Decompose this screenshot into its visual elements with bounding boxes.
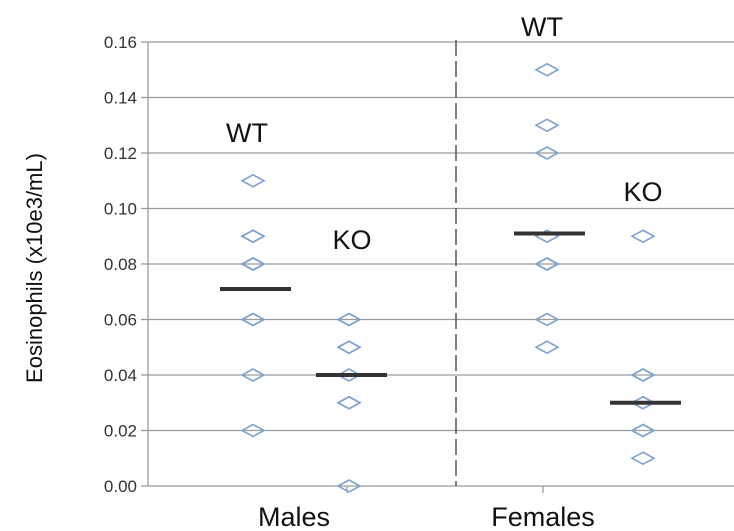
data-point xyxy=(630,368,656,382)
y-tick-label: 0.10 xyxy=(104,200,137,219)
data-point xyxy=(534,257,560,271)
y-tick-label: 0.12 xyxy=(104,144,137,163)
data-point xyxy=(336,340,362,355)
series-label-wt: WT xyxy=(521,12,563,42)
data-point xyxy=(630,451,656,466)
series-label-wt: WT xyxy=(226,118,268,148)
data-point xyxy=(240,173,266,188)
y-tick-label: 0.14 xyxy=(104,89,137,108)
group-label-males: Males xyxy=(258,502,330,531)
data-point xyxy=(336,395,362,410)
data-point xyxy=(336,479,362,493)
data-point xyxy=(240,423,266,438)
data-point xyxy=(336,312,362,327)
series-label-ko: KO xyxy=(623,177,662,207)
y-tick-labels: 0.00 0.02 0.04 0.06 0.08 0.10 0.12 0.14 0.16 xyxy=(104,33,137,496)
data-point xyxy=(240,229,266,244)
data-point xyxy=(534,146,560,160)
mean-lines xyxy=(220,231,681,405)
group-labels: Males Females xyxy=(258,502,595,531)
axes xyxy=(141,41,734,493)
gridlines xyxy=(148,41,734,432)
y-tick-label: 0.16 xyxy=(104,33,137,52)
data-point xyxy=(534,62,560,77)
y-tick-label: 0.06 xyxy=(104,311,137,330)
data-point xyxy=(240,312,266,327)
data-point xyxy=(240,229,266,244)
data-point xyxy=(336,340,362,355)
data-point xyxy=(534,340,560,355)
y-tick-label: 0.02 xyxy=(104,422,137,441)
series-labels: WT KO WT KO xyxy=(226,12,663,255)
y-tick-label: 0.04 xyxy=(104,366,137,385)
data-point xyxy=(630,229,656,244)
y-axis-label: Eosinophils (x10e3/mL) xyxy=(22,153,47,383)
data-point xyxy=(630,423,656,438)
data-point xyxy=(534,312,560,327)
data-points xyxy=(240,62,656,493)
group-label-females: Females xyxy=(491,502,595,531)
series-label-ko: KO xyxy=(332,225,371,255)
data-point xyxy=(240,257,266,271)
data-point xyxy=(534,118,560,133)
y-tick-label: 0.08 xyxy=(104,255,137,274)
data-point xyxy=(240,368,266,382)
data-point xyxy=(336,395,362,410)
y-tick-label: 0.00 xyxy=(104,477,137,496)
